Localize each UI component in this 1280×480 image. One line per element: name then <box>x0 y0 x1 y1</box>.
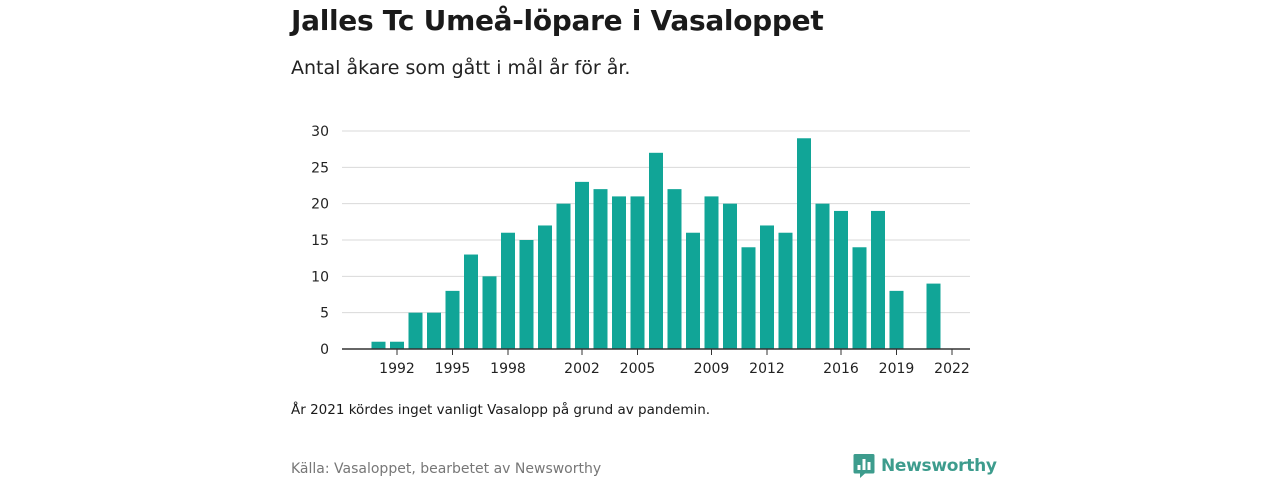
x-tick-label: 2012 <box>749 361 785 377</box>
y-tick-label: 25 <box>311 160 329 176</box>
bar <box>390 341 404 349</box>
bar <box>538 225 552 349</box>
bar <box>667 189 682 349</box>
source-text: Källa: Vasaloppet, bearbetet av Newswort… <box>291 461 602 477</box>
y-tick-label: 5 <box>320 306 329 322</box>
bar <box>834 210 848 349</box>
bar <box>649 152 663 349</box>
bar <box>482 276 497 349</box>
brand-name: Newsworthy <box>881 456 997 476</box>
bar <box>797 138 811 349</box>
bar <box>501 232 515 349</box>
bar <box>593 189 608 349</box>
bar <box>852 247 867 349</box>
y-tick-label: 0 <box>320 342 329 358</box>
x-tick-label: 2022 <box>934 361 970 377</box>
x-tick-label: 1995 <box>435 361 471 377</box>
bar <box>371 341 386 349</box>
bar <box>704 196 719 349</box>
bar <box>778 232 793 349</box>
bar <box>760 225 774 349</box>
bar <box>741 247 756 349</box>
x-tick-label: 2002 <box>564 361 600 377</box>
bar <box>926 283 941 349</box>
y-tick-label: 30 <box>311 124 329 140</box>
newsworthy-logo-icon <box>853 454 875 478</box>
bar <box>871 210 885 349</box>
bar <box>519 240 534 349</box>
x-tick-label: 2016 <box>823 361 859 377</box>
bar <box>464 254 478 349</box>
bar <box>575 181 589 349</box>
x-tick-label: 1998 <box>490 361 526 377</box>
x-tick-label: 2005 <box>620 361 656 377</box>
bar <box>445 290 460 349</box>
x-tick-label: 1992 <box>379 361 415 377</box>
bar <box>630 196 645 349</box>
bar <box>408 312 423 349</box>
x-tick-label: 2019 <box>879 361 915 377</box>
y-tick-label: 20 <box>311 197 329 213</box>
chart-subtitle: Antal åkare som gått i mål år för år. <box>291 57 631 79</box>
x-tick-label: 2009 <box>694 361 730 377</box>
bar <box>889 290 904 349</box>
bar <box>686 232 700 349</box>
bar <box>612 196 626 349</box>
bar <box>815 203 830 349</box>
y-tick-label: 10 <box>311 269 329 285</box>
y-tick-label: 15 <box>311 233 329 249</box>
bar <box>556 203 571 349</box>
bar <box>723 203 737 349</box>
axes: 0 5 10 15 20 25 30 1992 1995 1998 2002 2005 2009 2012… <box>311 124 970 377</box>
chart-title: Jalles Tc Umeå-löpare i Vasaloppet <box>291 4 824 37</box>
footnote: År 2021 kördes inget vanligt Vasalopp på… <box>291 402 711 418</box>
bars <box>371 138 941 349</box>
bar <box>427 312 441 349</box>
newsworthy-logo[interactable]: Newsworthy <box>853 452 997 480</box>
